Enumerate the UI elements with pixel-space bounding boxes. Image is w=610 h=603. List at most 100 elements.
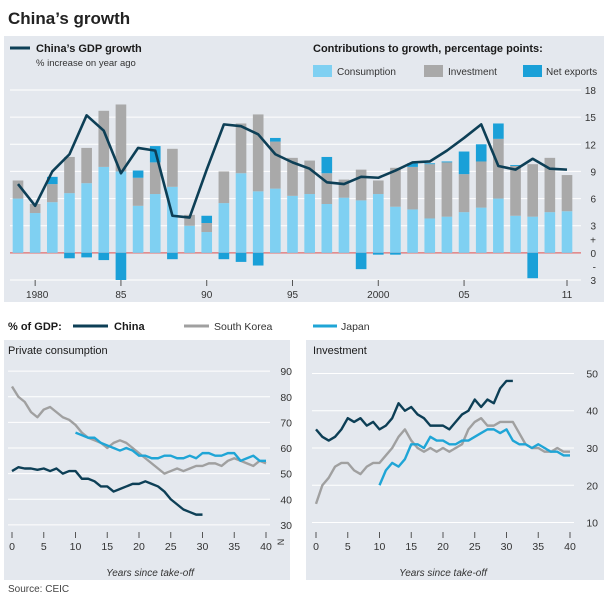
investment-y-tick-label: 40 xyxy=(586,406,598,418)
investment-bar xyxy=(98,110,110,167)
share-of-gdp-label: % of GDP: xyxy=(8,321,62,333)
net-exports-bar xyxy=(475,144,487,162)
investment-x-tick-labels: 0 5 10 15 20 25 30 35 40 xyxy=(313,532,576,553)
investment-bar xyxy=(64,156,75,194)
net-exports-bar xyxy=(252,252,264,266)
gdp-x-tick-label: 90 xyxy=(201,290,213,301)
gdp-x-tick-label: 95 xyxy=(287,290,299,301)
gdp-line-legend-label: China’s GDP growth xyxy=(36,43,142,55)
consumption-bar xyxy=(493,198,504,253)
investment-bar xyxy=(132,177,144,206)
investment-x-axis-label: Years since take-off xyxy=(399,568,488,579)
investment-bar xyxy=(184,214,195,226)
investment-bar xyxy=(252,114,264,192)
investment-bar xyxy=(149,162,161,195)
gdp-growth-line-group xyxy=(16,114,568,219)
legend-investment-swatch xyxy=(424,65,443,77)
investment-bar xyxy=(12,180,24,199)
consumption-x-tick-label: 10 xyxy=(70,541,82,553)
consumption-y-tick-label: 70 xyxy=(280,417,292,429)
investment-bar xyxy=(81,147,92,184)
gdp-x-tick-label: 1980 xyxy=(26,290,49,301)
consumption-bar xyxy=(561,211,573,253)
investment-bar xyxy=(167,148,178,187)
consumption-bar xyxy=(441,216,453,253)
consumption-bar xyxy=(29,213,41,253)
net-exports-bar xyxy=(46,176,58,185)
consumption-bar xyxy=(287,195,298,253)
gdp-x-tick-label: 05 xyxy=(459,290,471,301)
investment-bar xyxy=(407,166,418,210)
investment-bar xyxy=(338,179,350,198)
gdp-y-tick-label: 0 xyxy=(590,249,596,260)
investment-x-tick-label: 0 xyxy=(313,541,319,553)
investment-bar xyxy=(218,171,230,204)
gdp-y-tick-label: 3 xyxy=(590,276,596,287)
investment-bar xyxy=(475,161,487,208)
consumption-x-tick-label: 20 xyxy=(133,541,145,553)
net-exports-bar xyxy=(64,252,75,259)
investment-panel-background xyxy=(306,340,604,580)
investment-x-tick-label: 15 xyxy=(405,541,417,553)
consumption-bar xyxy=(475,207,487,253)
investment-bar xyxy=(304,160,315,195)
consumption-bar xyxy=(270,188,281,253)
legend-japan-label: Japan xyxy=(341,321,370,333)
net-exports-bar xyxy=(458,151,470,175)
gdp-y-tick-label: 15 xyxy=(585,113,597,124)
consumption-x-tick-label: 35 xyxy=(228,541,240,553)
gdp-x-tick-label: 85 xyxy=(115,290,127,301)
investment-bar xyxy=(424,164,436,219)
source-note: Source: CEIC xyxy=(8,584,70,595)
net-exports-bar xyxy=(115,252,127,280)
consumption-south-korea-line xyxy=(10,385,267,475)
legend-korea-label: South Korea xyxy=(214,321,273,333)
investment-bar xyxy=(372,180,384,195)
consumption-bar xyxy=(304,194,315,253)
consumption-bar xyxy=(115,171,127,253)
consumption-bar xyxy=(12,198,24,253)
gdp-y-tick-label: 6 xyxy=(590,195,596,206)
investment-bar xyxy=(235,123,247,174)
consumption-bar xyxy=(132,205,144,253)
consumption-bar xyxy=(201,232,213,253)
consumption-lines xyxy=(10,385,267,516)
investment-panel-title: Investment xyxy=(313,345,367,357)
gdp-x-tick-label: 2000 xyxy=(367,290,390,301)
consumption-x-tick-label: 30 xyxy=(197,541,209,553)
consumption-bar xyxy=(218,203,230,253)
net-exports-bar xyxy=(390,252,401,255)
net-exports-bar xyxy=(98,252,110,261)
investment-bar xyxy=(441,162,453,217)
net-exports-bar xyxy=(321,156,333,174)
consumption-bar xyxy=(544,212,556,253)
investment-bar xyxy=(29,204,41,214)
consumption-bar xyxy=(390,206,401,253)
consumption-bar xyxy=(355,200,367,253)
gdp-y-tick-label: 3 xyxy=(590,222,596,233)
consumption-bar xyxy=(321,204,333,253)
consumption-bar xyxy=(458,212,470,253)
figure-title: China’s growth xyxy=(8,9,131,28)
gdp-panel: 18 15 12 9 6 3 +0 - 3 1980 85 90 95 2000 05 11 China’s… xyxy=(4,36,604,302)
consumption-y-tick-label: 30 xyxy=(280,520,292,532)
consumption-bar xyxy=(510,215,521,253)
legend-consumption-swatch xyxy=(313,65,332,77)
consumption-x-tick-label: 15 xyxy=(101,541,113,553)
consumption-bar xyxy=(46,202,58,253)
legend-net-exports-swatch xyxy=(523,65,542,77)
legend-investment-label: Investment xyxy=(448,67,497,78)
gdp-x-tick-label: 11 xyxy=(562,290,573,301)
consumption-panel-title: Private consumption xyxy=(8,345,108,357)
consumption-bar xyxy=(81,183,92,253)
investment-bar xyxy=(46,184,58,203)
net-exports-bar xyxy=(424,163,436,165)
net-exports-bar xyxy=(218,252,230,260)
investment-y-tick-label: 10 xyxy=(586,518,598,530)
investment-bar xyxy=(493,138,504,199)
net-exports-bar xyxy=(201,215,213,223)
investment-y-tick-labels: 10 20 30 40 50 xyxy=(586,368,598,529)
consumption-bar xyxy=(424,218,436,253)
investment-x-tick-label: 5 xyxy=(345,541,351,553)
consumption-x-tick-labels: 0 5 10 15 20 25 30 35 40 xyxy=(9,532,272,553)
